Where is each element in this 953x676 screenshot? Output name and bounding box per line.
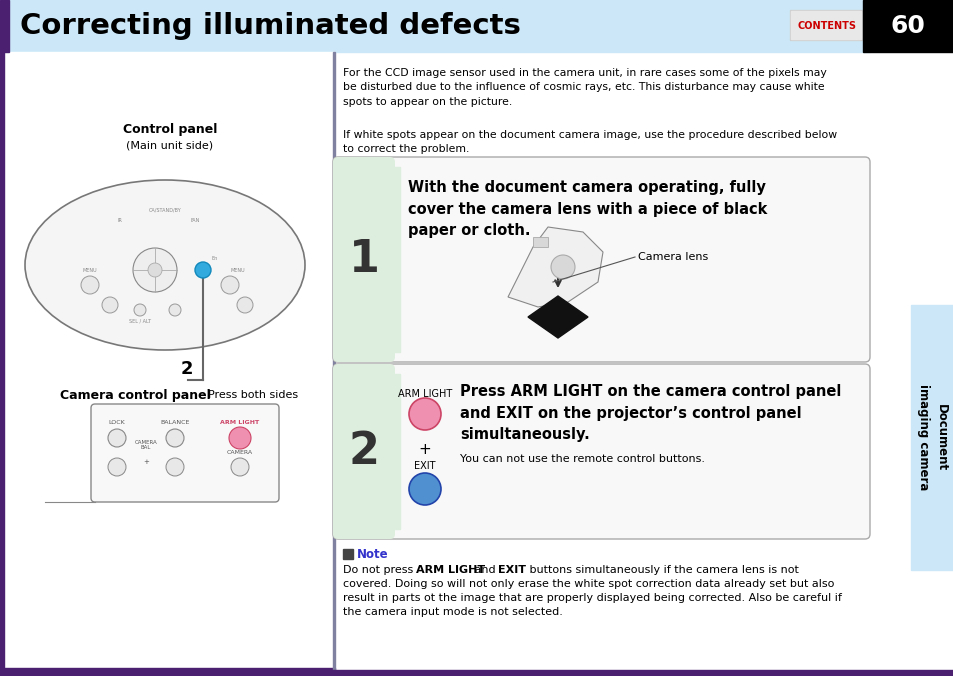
Circle shape <box>148 263 162 277</box>
Text: Correcting illuminated defects: Correcting illuminated defects <box>20 12 520 40</box>
Text: FAN: FAN <box>190 218 199 222</box>
Text: ARM LIGHT: ARM LIGHT <box>416 565 485 575</box>
Text: Press ARM LIGHT on the camera control panel
and EXIT on the projector’s control : Press ARM LIGHT on the camera control pa… <box>459 384 841 442</box>
Circle shape <box>169 304 181 316</box>
Bar <box>0 52 335 676</box>
Text: BALANCE: BALANCE <box>160 420 190 425</box>
Bar <box>0 670 953 676</box>
Bar <box>333 52 335 676</box>
Text: EXIT: EXIT <box>414 461 436 471</box>
Bar <box>343 549 353 559</box>
Text: With the document camera operating, fully
cover the camera lens with a piece of : With the document camera operating, full… <box>408 180 766 238</box>
Text: +: + <box>418 441 431 456</box>
Bar <box>0 668 335 676</box>
Text: CONTENTS: CONTENTS <box>797 21 856 31</box>
Circle shape <box>108 429 126 447</box>
Polygon shape <box>527 296 587 338</box>
Circle shape <box>229 427 251 449</box>
Text: You can not use the remote control buttons.: You can not use the remote control butto… <box>459 454 704 464</box>
Text: Document
imaging camera: Document imaging camera <box>917 385 946 491</box>
FancyBboxPatch shape <box>333 157 869 362</box>
Bar <box>533 237 547 247</box>
Text: 2: 2 <box>180 360 193 378</box>
Circle shape <box>551 255 575 279</box>
Circle shape <box>231 458 249 476</box>
Text: 2: 2 <box>348 430 379 473</box>
Text: and: and <box>471 565 498 575</box>
Text: Camera lens: Camera lens <box>638 252 707 262</box>
FancyBboxPatch shape <box>91 404 278 502</box>
Circle shape <box>81 276 99 294</box>
Bar <box>379 374 399 529</box>
Circle shape <box>221 276 239 294</box>
Bar <box>0 52 4 676</box>
Circle shape <box>236 297 253 313</box>
Text: 1: 1 <box>348 238 379 281</box>
FancyBboxPatch shape <box>333 157 395 362</box>
Text: covered. Doing so will not only erase the white spot correction data already set: covered. Doing so will not only erase th… <box>343 579 834 589</box>
Text: CA/STAND/BY: CA/STAND/BY <box>149 208 181 212</box>
Bar <box>379 167 399 352</box>
Circle shape <box>194 262 211 278</box>
Bar <box>0 0 9 52</box>
Text: MENU: MENU <box>231 268 245 272</box>
FancyBboxPatch shape <box>333 364 869 539</box>
Polygon shape <box>507 227 602 307</box>
Text: ARM LIGHT: ARM LIGHT <box>220 420 259 425</box>
Text: ARM LIGHT: ARM LIGHT <box>397 389 452 399</box>
Text: EXIT: EXIT <box>497 565 525 575</box>
Ellipse shape <box>132 248 177 292</box>
Text: LOCK: LOCK <box>109 420 125 425</box>
Text: Do not press: Do not press <box>343 565 416 575</box>
Text: For the CCD image sensor used in the camera unit, in rare cases some of the pixe: For the CCD image sensor used in the cam… <box>343 68 826 107</box>
Text: SEL / ALT: SEL / ALT <box>129 318 151 324</box>
Text: 60: 60 <box>890 14 924 38</box>
Bar <box>789 10 862 40</box>
Text: (Main unit side): (Main unit side) <box>127 141 213 151</box>
Text: Camera control panel: Camera control panel <box>60 389 211 402</box>
Text: Note: Note <box>356 548 388 560</box>
Circle shape <box>409 473 440 505</box>
Text: the camera input mode is not selected.: the camera input mode is not selected. <box>343 607 562 617</box>
Ellipse shape <box>25 180 305 350</box>
Text: CAMERA
BAL: CAMERA BAL <box>134 439 157 450</box>
Circle shape <box>133 304 146 316</box>
Text: CAMERA: CAMERA <box>227 450 253 454</box>
Bar <box>790 11 861 39</box>
Circle shape <box>166 429 184 447</box>
Text: result in parts ot the image that are properly displayed being corrected. Also b: result in parts ot the image that are pr… <box>343 593 841 603</box>
FancyBboxPatch shape <box>333 364 395 539</box>
Bar <box>862 0 953 52</box>
Text: +: + <box>143 459 149 465</box>
Circle shape <box>166 458 184 476</box>
Circle shape <box>102 297 118 313</box>
Text: Control panel: Control panel <box>123 124 217 137</box>
Bar <box>0 0 869 52</box>
Bar <box>910 305 953 570</box>
Circle shape <box>108 458 126 476</box>
Text: buttons simultaneously if the camera lens is not: buttons simultaneously if the camera len… <box>525 565 798 575</box>
Text: Press both sides: Press both sides <box>208 390 297 400</box>
Text: IR: IR <box>117 218 122 222</box>
Text: If white spots appear on the document camera image, use the procedure described : If white spots appear on the document ca… <box>343 130 836 154</box>
Circle shape <box>409 398 440 430</box>
Text: En: En <box>212 256 218 260</box>
Text: MENU: MENU <box>83 268 97 272</box>
